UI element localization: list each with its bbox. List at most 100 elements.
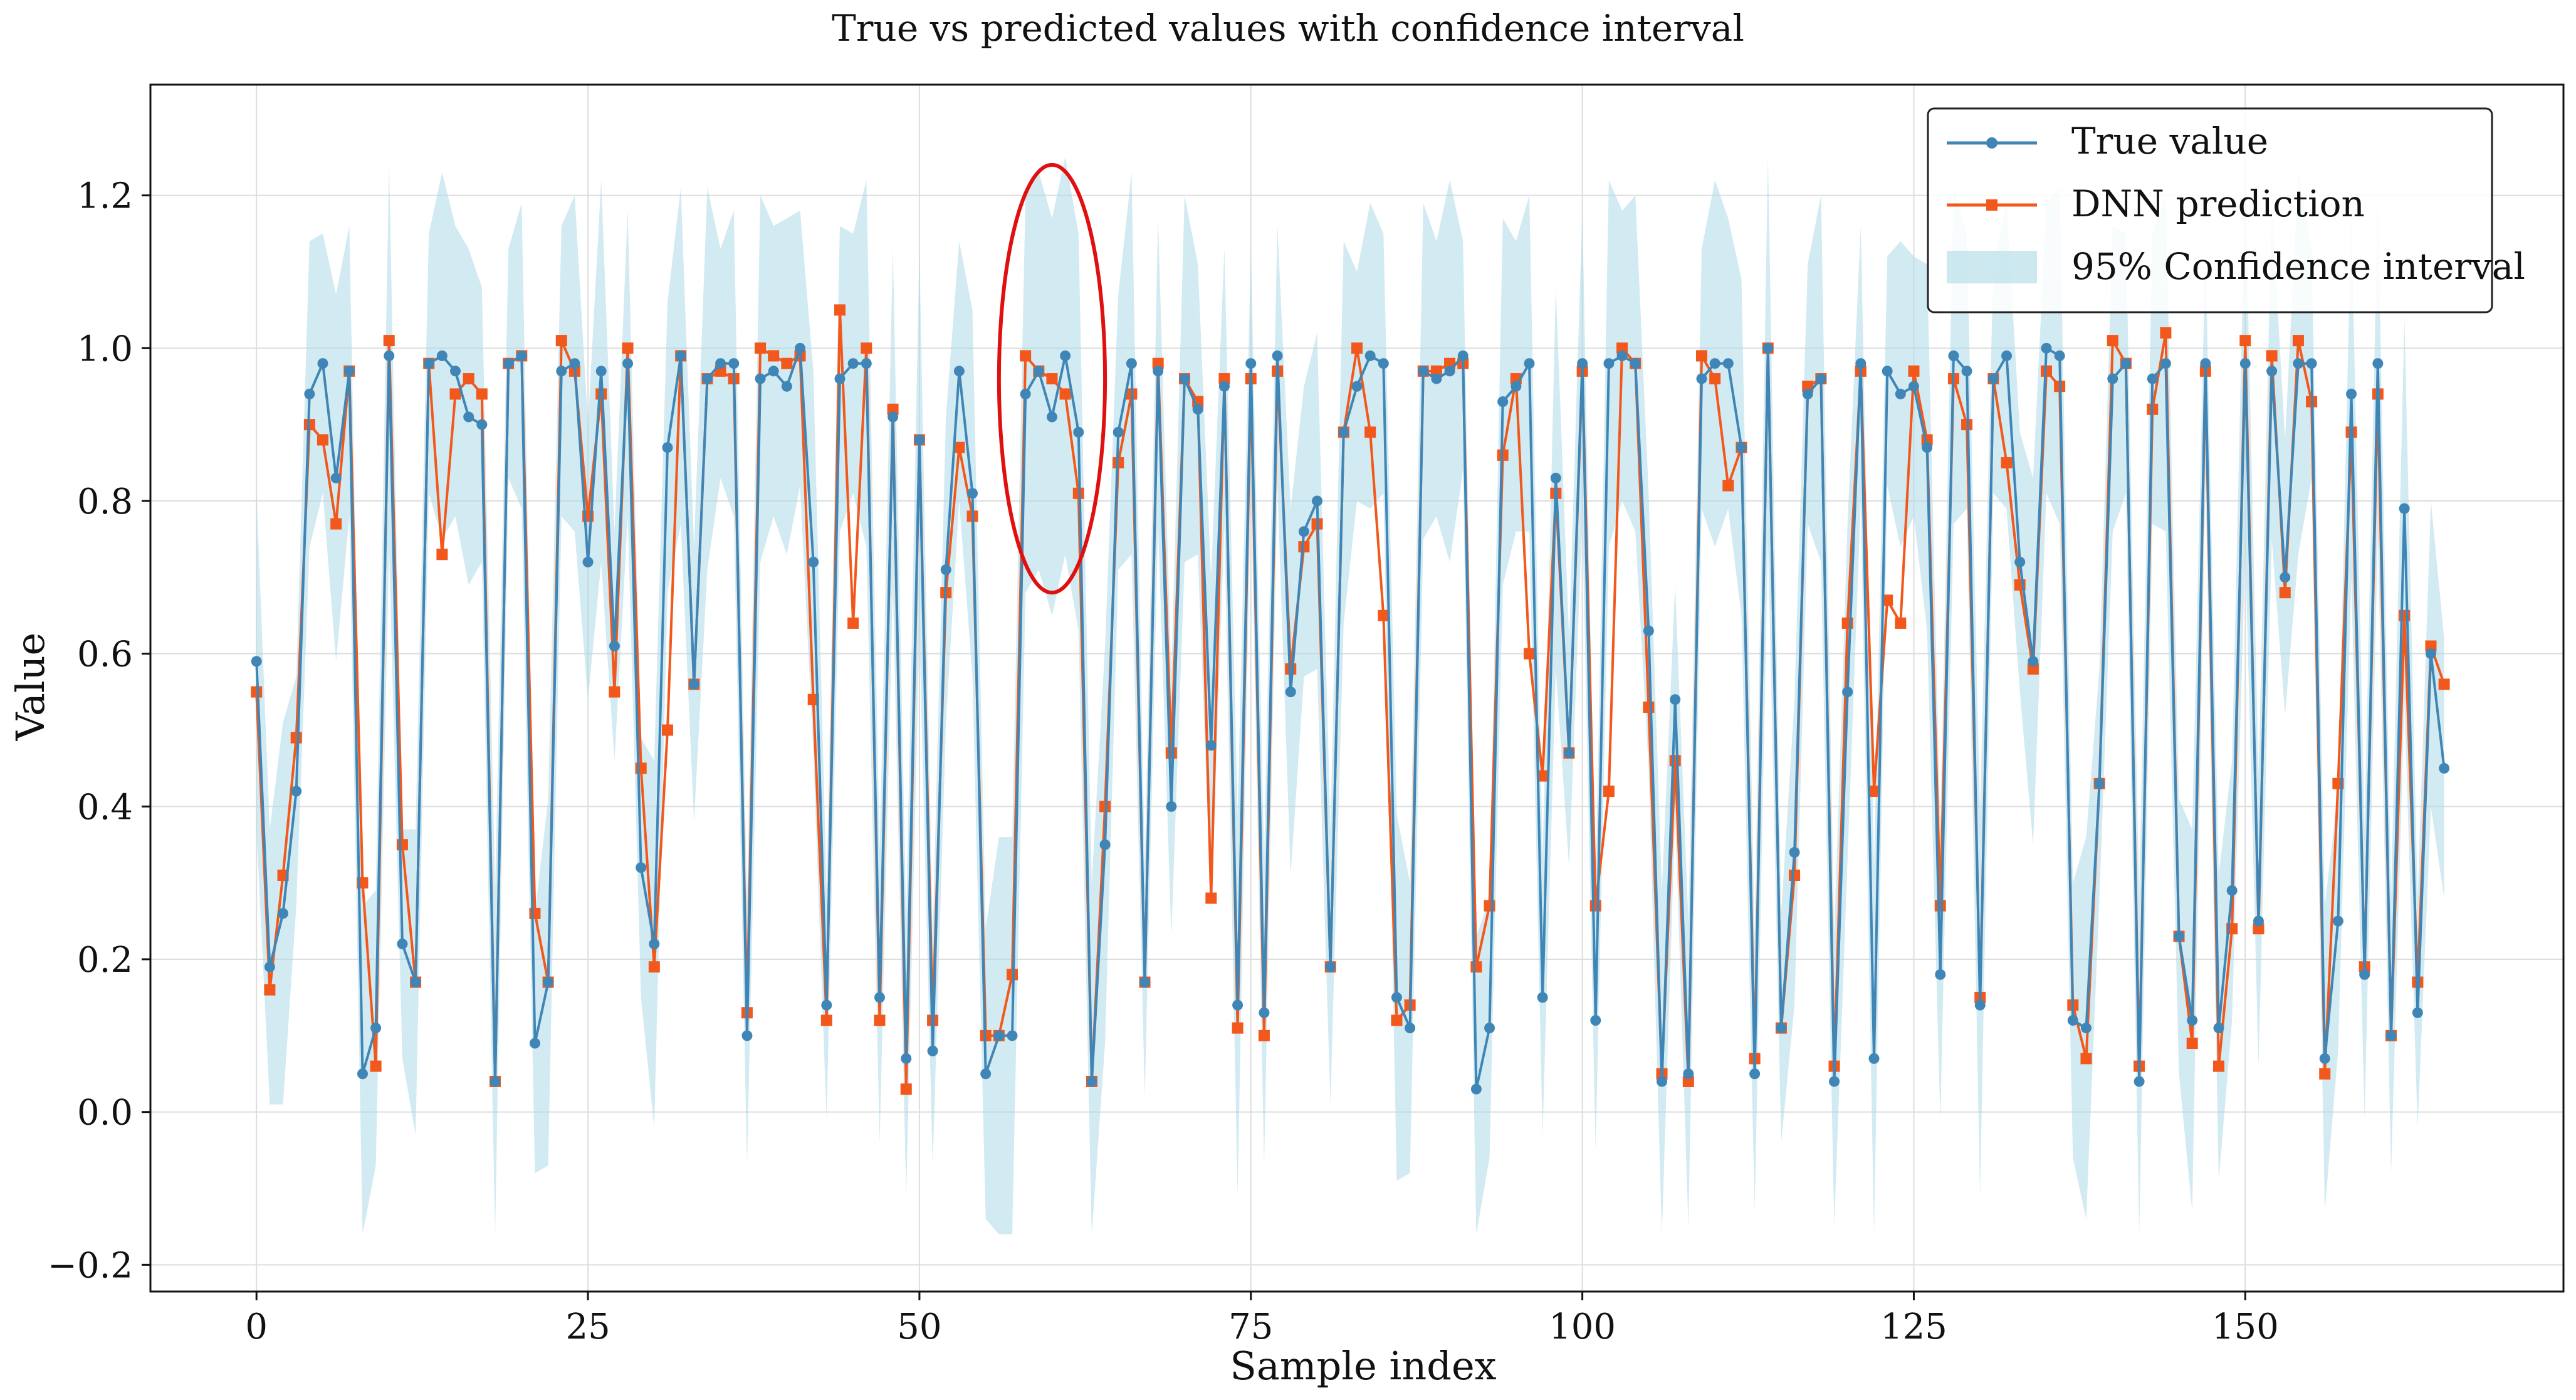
true-value-point [1364,350,1376,362]
true-value-point [2134,1076,2145,1087]
true-value-point [1405,1023,1416,1034]
prediction-point [1696,350,1707,362]
prediction-point [330,518,342,530]
true-value-point [1232,999,1243,1011]
prediction-point [1020,350,1032,362]
true-value-point [436,350,448,362]
prediction-point [2438,678,2450,690]
true-value-point [1099,839,1111,850]
true-value-point [2080,1023,2092,1034]
true-value-point [940,564,951,576]
true-value-point [2028,656,2039,667]
true-value-point [834,373,846,384]
prediction-point [1603,785,1615,797]
prediction-point [1669,755,1681,767]
prediction-point [449,388,461,400]
true-value-point [2054,350,2065,362]
prediction-point [1470,961,1482,973]
true-value-point [1298,526,1309,537]
true-value-point [1166,801,1177,812]
true-value-series [251,342,2450,1095]
true-value-point [2439,762,2450,774]
prediction-point [1165,747,1177,759]
true-value-point [1749,1068,1761,1080]
true-value-point [1139,977,1151,988]
true-value-point [1696,373,1707,384]
true-value-point [1391,992,1402,1003]
true-value-point [1563,747,1574,759]
prediction-point [834,304,846,316]
prediction-point [1908,365,1920,377]
true-value-point [901,1053,912,1064]
prediction-point [609,686,620,698]
true-value-point [529,1038,540,1049]
true-value-point [1815,373,1826,384]
true-value-point [384,350,395,362]
y-tick-label: 0.6 [77,634,133,675]
prediction-point [1059,388,1071,400]
true-value-point [1908,381,1919,392]
true-value-point [768,366,779,377]
x-tick-label: 25 [565,1307,610,1347]
true-value-point [1550,472,1561,483]
true-value-point [1325,961,1336,972]
true-value-point [1179,373,1190,384]
true-value-point [490,1076,501,1087]
true-value-point [1974,999,1986,1011]
true-value-point [2266,366,2278,377]
true-value-point [675,350,686,362]
prediction-point [1882,594,1893,606]
prediction-point [1072,487,1084,499]
prediction-point [887,403,899,415]
true-value-point [622,358,634,369]
true-value-point [2239,358,2251,369]
prediction-point [436,549,448,561]
true-value-point [1245,358,1257,369]
true-value-point [967,488,978,499]
prediction-point [2253,923,2264,935]
true-value-point [1073,426,1084,438]
true-value-point [1153,366,1164,377]
prediction-point [847,617,859,629]
prediction-point [1007,969,1018,981]
true-value-point [1033,366,1044,377]
true-value-point [1192,404,1203,415]
true-value-point [808,556,819,567]
prediction-point [264,984,276,996]
true-value-point [1802,388,1813,399]
y-axis-ticks: −0.2 0.0 0.2 0.4 0.6 0.8 1.0 1.2 [48,176,150,1286]
true-value-point [1882,366,1893,377]
true-value-point [755,373,766,384]
true-value-point [1484,1023,1495,1034]
prediction-point [2239,335,2251,347]
true-value-point [1762,342,1774,354]
true-value-point [1497,396,1509,408]
y-tick-label: 1.0 [77,329,133,369]
true-value-point [1683,1068,1694,1080]
true-value-point [953,366,965,377]
true-value-point [1736,442,1747,453]
prediction-point [1537,770,1549,782]
true-value-point [2412,1007,2423,1018]
x-axis-label: Sample index [1230,1343,1496,1389]
true-value-point [1577,358,1588,369]
true-value-point [993,1030,1005,1041]
true-value-point [1616,350,1628,362]
true-value-point [2213,1023,2224,1034]
prediction-point [463,373,474,385]
prediction-point [1524,648,1535,660]
true-value-point [423,358,434,369]
true-value-point [1630,358,1641,369]
prediction-point [2213,1060,2224,1072]
prediction-point [1152,357,1164,369]
x-tick-label: 100 [1549,1307,1616,1347]
true-value-point [874,992,885,1003]
true-value-point [357,1068,368,1080]
true-value-point [1378,358,1389,369]
prediction-point [555,335,567,347]
prediction-point [2160,327,2172,339]
true-value-point [251,656,262,667]
prediction-point [370,1060,382,1072]
true-value-point [2385,1030,2397,1041]
